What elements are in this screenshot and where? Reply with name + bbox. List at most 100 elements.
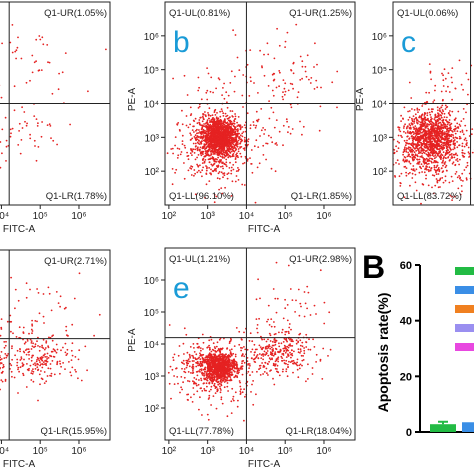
event-dot (446, 120, 448, 123)
event-dot (433, 160, 436, 163)
event-dot (198, 169, 200, 172)
event-dot (189, 123, 192, 126)
event-dot (34, 345, 37, 348)
event-dot (10, 320, 13, 323)
event-dot (198, 123, 201, 126)
event-dot (429, 169, 432, 172)
event-dot (223, 163, 226, 166)
event-dot (1, 366, 4, 369)
event-dot (444, 166, 447, 169)
event-dot (267, 134, 270, 137)
event-dot (459, 177, 461, 180)
event-dot (427, 147, 430, 149)
event-dot (215, 345, 218, 348)
event-dot (46, 124, 49, 126)
event-dot (246, 158, 249, 161)
event-dot (430, 142, 433, 145)
event-dot (431, 186, 433, 189)
event-dot (435, 160, 437, 163)
y-tick-label: 10² (373, 167, 388, 178)
event-dot (234, 157, 237, 159)
event-dot (201, 147, 204, 150)
quadrant-label: Q1-LR(1.85%) (291, 191, 352, 202)
event-dot (402, 127, 405, 129)
event-dot (296, 96, 299, 99)
event-dot (414, 125, 417, 127)
event-dot (465, 129, 468, 132)
event-dot (178, 148, 181, 150)
event-dot (398, 163, 400, 165)
event-dot (20, 57, 23, 60)
event-dot (34, 343, 37, 346)
event-dot (53, 373, 56, 376)
event-dot (268, 117, 271, 120)
event-dot (427, 135, 430, 138)
event-dot (197, 139, 200, 142)
event-dot (196, 360, 199, 363)
event-dot (11, 345, 13, 348)
event-dot (224, 121, 227, 123)
event-dot (399, 130, 402, 133)
event-dot (208, 167, 211, 169)
event-dot (460, 120, 463, 122)
event-dot (179, 153, 182, 156)
quadrant-label: Q1-UR(2.71%) (44, 256, 107, 267)
event-dot (407, 110, 409, 113)
event-dot (198, 129, 200, 131)
event-dot (456, 122, 459, 125)
event-dot (459, 125, 462, 127)
event-dot (237, 150, 240, 153)
event-dot (38, 35, 41, 37)
event-dot (43, 371, 46, 373)
event-dot (197, 89, 200, 92)
event-dot (1, 380, 4, 383)
event-dot (55, 291, 58, 293)
event-dot (36, 366, 39, 369)
event-dot (420, 121, 422, 124)
event-dot (439, 121, 442, 124)
event-dot (441, 104, 444, 107)
event-dot (3, 357, 6, 359)
event-dot (460, 83, 463, 86)
event-dot (200, 142, 203, 145)
event-dot (423, 129, 425, 131)
event-dot (228, 143, 231, 146)
event-dot (217, 156, 220, 159)
event-dot (5, 340, 7, 343)
event-dot (442, 79, 445, 82)
event-dot (205, 122, 207, 125)
event-dot (427, 169, 430, 171)
event-dot (219, 124, 222, 127)
event-dot (1, 152, 3, 155)
event-dot (432, 148, 434, 150)
event-dot (226, 101, 228, 104)
event-dot (37, 292, 40, 294)
event-dot (282, 91, 284, 93)
event-dot (239, 142, 242, 145)
event-dot (453, 146, 456, 149)
event-dot (206, 139, 209, 142)
event-dot (37, 399, 39, 402)
event-dot (436, 106, 439, 109)
event-dot (27, 348, 30, 351)
event-dot (181, 123, 184, 126)
event-dot (418, 128, 421, 131)
event-dot (215, 151, 217, 154)
event-dot (203, 145, 206, 148)
event-dot (452, 136, 455, 139)
event-dot (206, 98, 209, 101)
event-dot (60, 365, 62, 368)
event-dot (313, 66, 315, 68)
event-dot (440, 143, 443, 146)
event-dot (301, 133, 303, 136)
event-dot (181, 134, 184, 137)
event-dot (35, 360, 38, 363)
event-dot (213, 142, 216, 145)
event-dot (464, 124, 467, 127)
event-dot (433, 132, 436, 134)
event-dot (450, 76, 453, 79)
event-dot (400, 134, 402, 137)
event-dot (28, 332, 30, 335)
event-dot (318, 129, 321, 132)
event-dot (214, 138, 217, 141)
